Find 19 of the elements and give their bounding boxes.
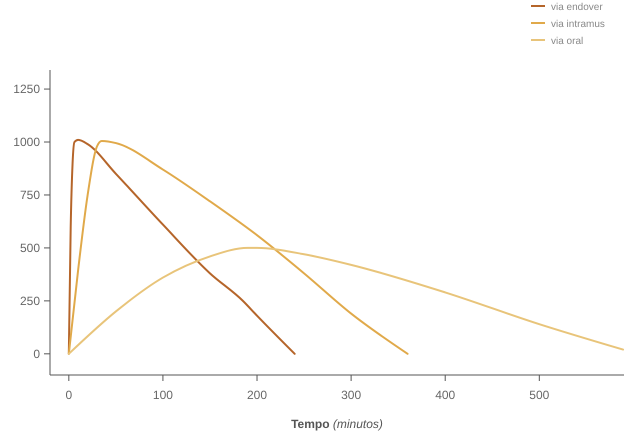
x-tick-label: 500: [529, 388, 550, 402]
x-tick-label: 200: [247, 388, 268, 402]
x-tick-label: 400: [435, 388, 456, 402]
y-tick-label: 500: [20, 240, 40, 255]
y-tick-label: 1000: [13, 135, 40, 150]
x-tick-label: 100: [152, 388, 174, 402]
y-tick-label: 750: [20, 188, 40, 202]
legend-label: via endover: [551, 2, 604, 13]
y-tick-label: 0: [33, 346, 40, 361]
x-tick-label: 0: [65, 388, 72, 402]
x-tick-label: 300: [341, 388, 362, 402]
line-series: [68, 140, 409, 355]
x-axis-title: Tempo (minutos): [291, 417, 383, 431]
y-tick-label: 250: [20, 294, 40, 308]
legend-label: via oral: [551, 36, 584, 47]
line-series: [68, 246, 624, 355]
y-tick-label: 1250: [13, 82, 40, 96]
line-series: [68, 138, 296, 355]
legend-label: via intramus: [551, 19, 605, 30]
